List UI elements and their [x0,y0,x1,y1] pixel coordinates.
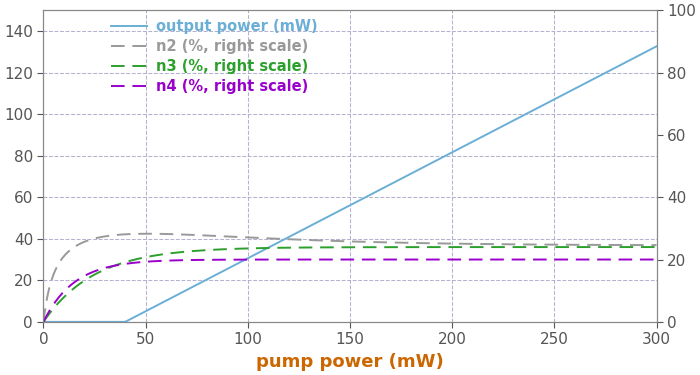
n2 (%, right scale) [461,242,469,246]
n2 (%, right scale) [652,243,661,248]
n2 (%, right scale) [39,320,48,324]
n2 (%, right scale) [529,242,538,247]
n4 (%, right scale) [102,266,111,270]
n4 (%, right scale) [287,257,295,262]
Line: n2 (%, right scale): n2 (%, right scale) [43,234,657,322]
n2 (%, right scale) [288,237,296,242]
n3 (%, right scale) [528,245,537,249]
n4 (%, right scale) [652,257,661,262]
output power (mW) [461,144,469,148]
output power (mW) [309,222,318,226]
Legend: output power (mW), n2 (%, right scale), n3 (%, right scale), n4 (%, right scale): output power (mW), n2 (%, right scale), … [105,13,323,100]
n3 (%, right scale) [309,245,318,250]
n2 (%, right scale) [518,242,526,247]
output power (mW) [39,320,48,324]
output power (mW) [652,44,661,49]
Line: output power (mW): output power (mW) [43,46,657,322]
n3 (%, right scale) [517,245,526,249]
output power (mW) [528,108,537,113]
X-axis label: pump power (mW): pump power (mW) [256,353,444,371]
n4 (%, right scale) [461,257,469,262]
n2 (%, right scale) [310,238,319,243]
output power (mW) [102,320,111,324]
Line: n3 (%, right scale): n3 (%, right scale) [43,247,657,322]
Line: n4 (%, right scale): n4 (%, right scale) [43,260,657,322]
n4 (%, right scale) [517,257,526,262]
n2 (%, right scale) [144,231,152,236]
n4 (%, right scale) [309,257,318,262]
n3 (%, right scale) [287,245,295,250]
n3 (%, right scale) [39,320,48,324]
n2 (%, right scale) [102,234,111,238]
n3 (%, right scale) [461,245,469,249]
n3 (%, right scale) [102,267,111,271]
output power (mW) [517,114,526,118]
n4 (%, right scale) [528,257,537,262]
n4 (%, right scale) [39,320,48,324]
output power (mW) [287,233,295,238]
n3 (%, right scale) [652,245,661,249]
